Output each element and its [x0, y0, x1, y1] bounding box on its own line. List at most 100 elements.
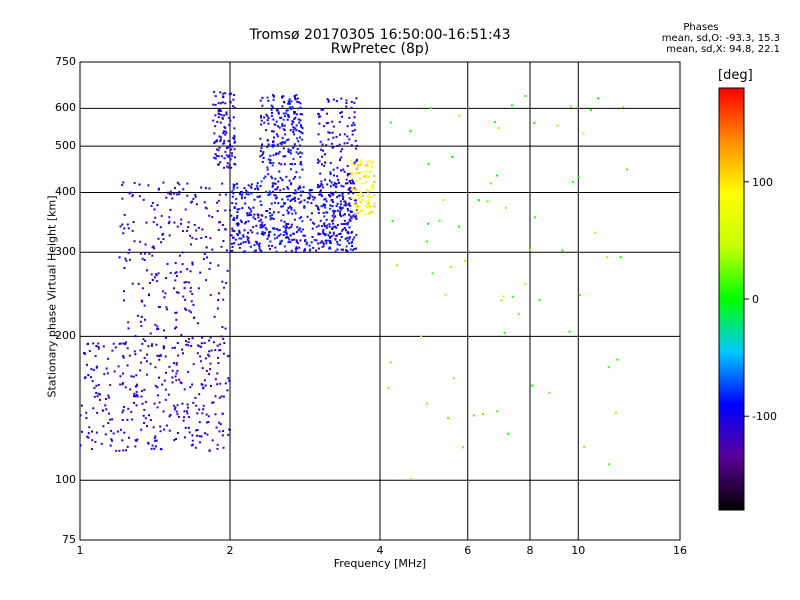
data-point — [227, 155, 230, 158]
data-point — [231, 145, 234, 148]
data-point — [569, 105, 572, 108]
data-point — [171, 346, 174, 349]
data-point — [197, 287, 200, 290]
data-point — [128, 354, 131, 357]
data-point — [534, 216, 537, 219]
data-point — [303, 249, 306, 252]
data-point — [156, 280, 159, 283]
data-point — [214, 153, 217, 156]
data-point — [333, 216, 336, 219]
data-point — [214, 157, 217, 160]
data-point — [183, 410, 186, 413]
data-point — [119, 428, 122, 431]
data-point — [252, 216, 255, 219]
data-point — [186, 412, 189, 415]
data-point — [262, 152, 265, 155]
data-point — [330, 219, 333, 222]
data-point — [208, 267, 211, 270]
data-point — [274, 246, 277, 249]
data-point — [364, 174, 367, 177]
data-point — [266, 209, 269, 212]
data-point — [271, 145, 274, 148]
data-point — [292, 121, 295, 124]
data-point — [533, 121, 536, 124]
data-point — [353, 203, 356, 206]
data-point — [337, 181, 340, 184]
data-point — [355, 209, 358, 212]
data-point — [143, 421, 146, 424]
data-point — [201, 336, 204, 339]
data-point — [338, 133, 341, 136]
data-point — [144, 340, 147, 343]
data-point — [354, 147, 357, 150]
data-point — [233, 148, 236, 151]
data-point — [228, 380, 231, 383]
data-point — [347, 221, 350, 224]
data-point — [134, 445, 137, 448]
data-point — [273, 123, 276, 126]
data-point — [243, 229, 246, 232]
data-point — [153, 208, 156, 211]
data-point — [451, 155, 454, 158]
data-point — [94, 355, 97, 358]
data-point — [189, 286, 192, 289]
data-point — [295, 239, 298, 242]
data-point — [323, 164, 326, 167]
data-point — [271, 182, 274, 185]
data-point — [348, 197, 351, 200]
data-point — [112, 342, 115, 345]
data-point — [208, 355, 211, 358]
data-point — [258, 242, 261, 245]
data-point — [218, 108, 221, 111]
data-point — [83, 352, 86, 355]
data-point — [495, 174, 498, 177]
data-point — [319, 241, 322, 244]
data-point — [220, 102, 223, 105]
data-point — [97, 383, 100, 386]
data-point — [322, 186, 325, 189]
data-point — [102, 425, 105, 428]
data-point — [156, 325, 159, 328]
data-point — [232, 105, 235, 108]
data-point — [323, 225, 326, 228]
data-point — [363, 175, 366, 178]
data-point — [187, 370, 190, 373]
data-point — [212, 341, 215, 344]
data-point — [293, 218, 296, 221]
data-point — [159, 354, 162, 357]
data-point — [556, 124, 559, 127]
data-point — [301, 127, 304, 130]
data-point — [217, 149, 220, 152]
data-point — [222, 142, 225, 145]
data-point — [80, 430, 83, 433]
data-point — [328, 235, 331, 238]
data-point — [231, 195, 234, 198]
data-point — [130, 410, 133, 413]
data-point — [261, 96, 264, 99]
data-point — [330, 199, 333, 202]
data-point — [287, 241, 290, 244]
data-point — [186, 194, 189, 197]
data-point — [160, 214, 163, 217]
data-point — [214, 140, 217, 143]
data-point — [144, 243, 147, 246]
data-point — [259, 185, 262, 188]
data-point — [289, 241, 292, 244]
data-point — [305, 241, 308, 244]
y-tick-label: 500 — [55, 139, 76, 153]
data-point — [291, 239, 294, 242]
data-point — [278, 162, 281, 165]
data-point — [135, 390, 138, 393]
data-point — [208, 214, 211, 217]
data-point — [214, 395, 217, 398]
data-point — [217, 362, 220, 365]
data-point — [232, 116, 235, 119]
data-point — [288, 100, 291, 103]
data-point — [198, 435, 201, 438]
data-point — [225, 154, 228, 157]
data-point — [281, 105, 284, 108]
data-point — [261, 154, 264, 157]
data-point — [244, 221, 247, 224]
data-point — [216, 344, 219, 347]
data-point — [145, 360, 148, 363]
